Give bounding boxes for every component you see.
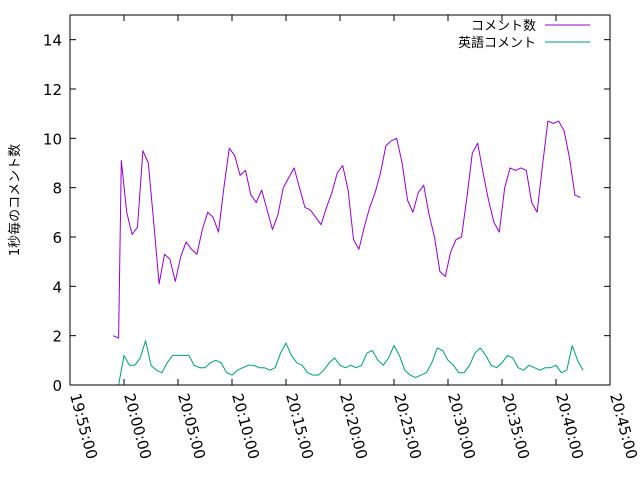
x-tick-label: 20:25:00 xyxy=(390,391,425,461)
legend-label: 英語コメント xyxy=(458,35,536,51)
y-tick-label: 10 xyxy=(43,130,62,148)
x-tick-label: 20:45:00 xyxy=(606,391,640,461)
plot-frame xyxy=(69,14,611,386)
series-layer xyxy=(112,120,584,386)
x-tick-label: 20:00:00 xyxy=(120,391,155,461)
x-tick-label: 20:30:00 xyxy=(444,391,479,461)
series-line-2 xyxy=(113,340,584,386)
y-tick-label: 8 xyxy=(52,180,62,198)
x-tick-label: 20:10:00 xyxy=(228,391,263,461)
x-tick-label: 19:55:00 xyxy=(66,391,101,461)
y-tick-label: 2 xyxy=(52,328,62,346)
x-tick-label: 20:20:00 xyxy=(336,391,371,461)
x-tick-label: 20:40:00 xyxy=(552,391,587,461)
y-axis-label: 1秒毎のコメント数 xyxy=(7,144,23,256)
x-tick-label: 20:15:00 xyxy=(282,391,317,461)
y-tick-label: 4 xyxy=(52,278,62,296)
x-tick-label: 20:05:00 xyxy=(174,391,209,461)
y-tick-label: 12 xyxy=(43,81,62,99)
y-tick-label: 0 xyxy=(52,377,62,395)
series-line-1 xyxy=(112,120,581,339)
x-tick-label: 20:35:00 xyxy=(498,391,533,461)
y-tick-label: 14 xyxy=(43,32,62,50)
legend-label: コメント数 xyxy=(471,19,536,34)
y-tick-label: 6 xyxy=(52,229,62,247)
ticks-layer: 0 2 4 6 8 10 12 14 19:55:00 20:00:00 20:05:00 20:10… xyxy=(43,15,640,461)
